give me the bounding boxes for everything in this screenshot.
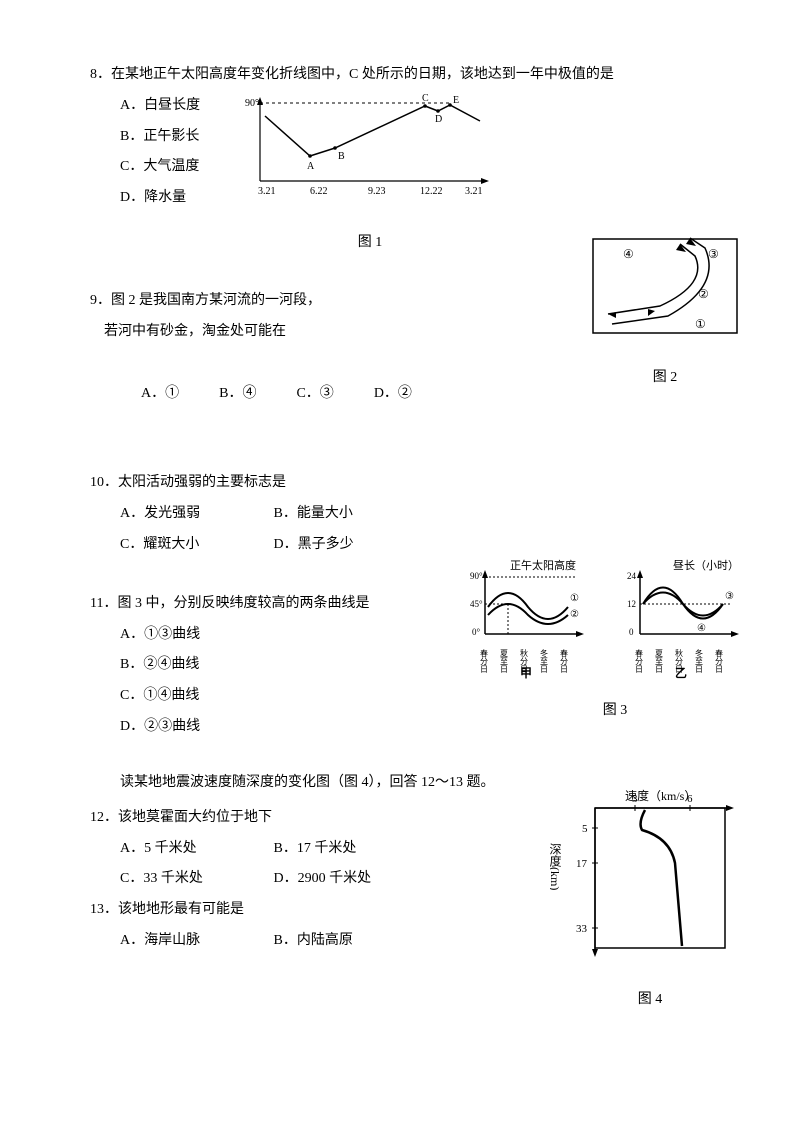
question-11: 11．图 3 中，分别反映纬度较高的两条曲线是 A．①③曲线 B．②④曲线 C．… [90,589,730,743]
svg-text:0: 0 [629,627,634,637]
q8-opt-b: B．正午影长 [120,122,230,153]
q10-options-row1: A．发光强弱 B．能量大小 [90,499,730,530]
svg-text:春分日: 春分日 [635,648,644,674]
svg-text:夏至日: 夏至日 [655,649,664,674]
q11-options-row1: A．①③曲线 B．②④曲线 [90,620,410,682]
svg-text:春分日: 春分日 [480,648,489,674]
svg-text:3.21: 3.21 [258,186,276,197]
question-10: 10．太阳活动强弱的主要标志是 A．发光强弱 B．能量大小 C．耀斑大小 D．黑… [90,468,730,560]
svg-text:12.22: 12.22 [420,186,443,197]
q9-opt-d: D．② [374,379,412,410]
figure-2-caption: 图 2 [590,363,740,394]
q8-y-label: 90° [245,98,259,109]
svg-text:17: 17 [576,858,588,870]
svg-text:③: ③ [708,247,719,261]
svg-text:①: ① [570,593,579,604]
q9-opt-c: C．③ [296,379,333,410]
q11-options-row2: C．①④曲线 D．②③曲线 [90,681,410,743]
figure-1-caption: 图 1 [240,228,500,259]
figure-2: ④ ③ ② ① 图 2 [590,236,740,394]
svg-text:90°: 90° [470,571,483,581]
svg-text:夏至日: 夏至日 [500,649,509,674]
q10-opt-d: D．黑子多少 [274,530,424,561]
q8-opt-d: D．降水量 [120,183,230,214]
svg-text:C: C [422,93,429,104]
svg-text:6: 6 [687,793,693,805]
q13-opt-b: B．内陆高原 [274,926,424,957]
svg-text:甲: 甲 [520,666,532,679]
svg-text:12: 12 [627,599,636,609]
svg-text:深度(km): 深度(km) [550,842,562,890]
q9-options: A．① B．④ C．③ D．② [90,348,470,440]
q10-opt-a: A．发光强弱 [120,499,270,530]
q12-opt-a: A．5 千米处 [120,834,270,865]
svg-text:④: ④ [697,623,706,634]
svg-text:3.21: 3.21 [465,186,483,197]
svg-text:E: E [453,95,459,106]
question-9: 9．图 2 是我国南方某河流的一河段， 若河中有砂金，淘金处可能在 A．① B．④… [90,286,730,440]
svg-text:B: B [338,151,345,162]
q10-options-row2: C．耀斑大小 D．黑子多少 [90,530,730,561]
svg-text:春分日: 春分日 [715,648,724,674]
svg-text:冬至日: 冬至日 [695,648,704,674]
q12-opt-b: B．17 千米处 [274,834,424,865]
q11-opt-a: A．①③曲线 [120,620,270,651]
q13-stem: 13．该地地形最有可能是 [90,895,450,926]
svg-text:冬至日: 冬至日 [540,648,549,674]
q11-opt-d: D．②③曲线 [120,712,270,743]
figure-4: 速度（km/s） 3 6 5 17 33 深度(km) 图 4 [550,788,750,1016]
svg-text:A: A [307,161,315,172]
svg-text:5: 5 [582,823,588,835]
q11-opt-c: C．①④曲线 [120,681,270,712]
q10-opt-c: C．耀斑大小 [120,530,270,561]
q12-options-row1: A．5 千米处 B．17 千米处 [90,834,450,865]
q10-stem: 10．太阳活动强弱的主要标志是 [90,468,730,499]
svg-text:9.23: 9.23 [368,186,386,197]
q11-opt-b: B．②④曲线 [120,650,270,681]
q9-opt-a: A．① [141,379,179,410]
svg-text:②: ② [698,287,709,301]
q11-stem: 11．图 3 中，分别反映纬度较高的两条曲线是 [90,589,410,620]
svg-text:③: ③ [725,591,734,602]
question-12-13-block: 12．该地莫霍面大约位于地下 A．5 千米处 B．17 千米处 C．33 千米处… [90,803,730,1003]
svg-text:24: 24 [627,571,637,581]
figure-1: 90° A B C D E 3.21 6.22 9.23 12.22 3.21 … [240,91,500,259]
q8-stem: 8．在某地正午太阳高度年变化折线图中，C 处所示的日期，该地达到一年中极值的是 [90,60,730,91]
q12-opt-d: D．2900 千米处 [274,864,424,895]
svg-text:②: ② [570,609,579,620]
figure-3-caption: 图 3 [470,696,760,727]
svg-text:45°: 45° [470,599,483,609]
figure-4-caption: 图 4 [550,985,750,1016]
svg-text:3: 3 [632,793,638,805]
svg-text:④: ④ [623,247,634,261]
svg-text:6.22: 6.22 [310,186,328,197]
q12-opt-c: C．33 千米处 [120,864,270,895]
q9-stem1: 9．图 2 是我国南方某河流的一河段， [90,286,470,317]
q13-opt-a: A．海岸山脉 [120,926,270,957]
svg-text:春分日: 春分日 [560,648,569,674]
svg-text:正午太阳高度: 正午太阳高度 [510,559,576,572]
svg-text:乙: 乙 [675,666,687,679]
q8-opt-c: C．大气温度 [120,152,230,183]
q9-stem2: 若河中有砂金，淘金处可能在 [90,317,470,348]
svg-text:昼长（小时）: 昼长（小时） [673,559,739,572]
q12-stem: 12．该地莫霍面大约位于地下 [90,803,450,834]
q8-options: A．白昼长度 B．正午影长 C．大气温度 D．降水量 [90,91,230,214]
svg-text:D: D [435,114,442,125]
svg-text:0°: 0° [472,627,481,637]
q8-opt-a: A．白昼长度 [120,91,230,122]
q10-opt-b: B．能量大小 [274,499,424,530]
svg-text:①: ① [695,317,706,331]
q12-options-row2: C．33 千米处 D．2900 千米处 [90,864,450,895]
q9-opt-b: B．④ [219,379,256,410]
q13-options: A．海岸山脉 B．内陆高原 [90,926,450,957]
figure-3: 正午太阳高度 90° 45° 0° ① ② 春分日 夏至日 秋分日 冬至日 春分… [470,559,760,727]
question-8: 8．在某地正午太阳高度年变化折线图中，C 处所示的日期，该地达到一年中极值的是 … [90,60,730,258]
svg-text:33: 33 [576,923,588,935]
